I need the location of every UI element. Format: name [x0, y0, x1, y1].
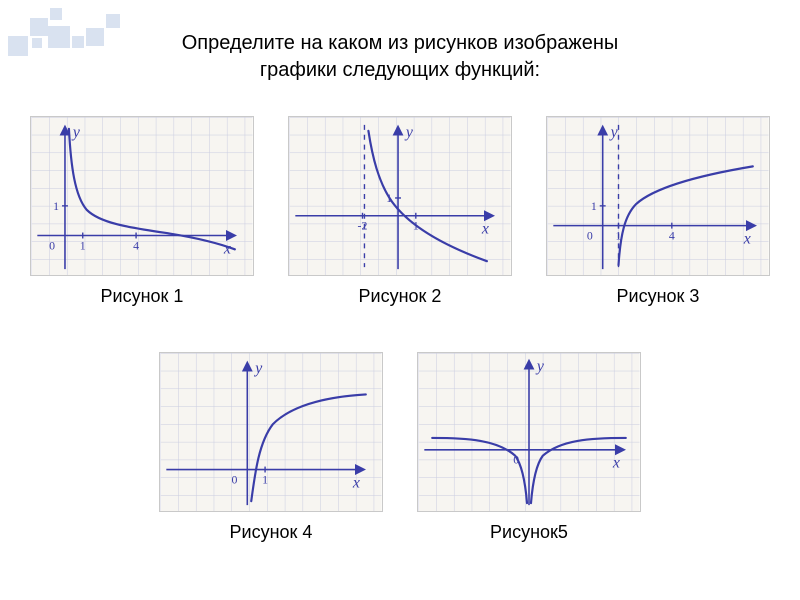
chart-3: yx0141 [546, 116, 770, 276]
svg-text:4: 4 [133, 238, 139, 252]
svg-text:y: y [535, 358, 545, 375]
panel-3: yx0141 Рисунок 3 [546, 116, 770, 307]
caption-5: Рисунок5 [417, 522, 641, 543]
svg-text:x: x [223, 240, 231, 257]
caption-1: Рисунок 1 [30, 286, 254, 307]
panel-2: yx-211 Рисунок 2 [288, 116, 512, 307]
svg-text:y: y [71, 124, 81, 141]
row-2: y x 0 1 Рисунок 4 y x 0 Рисунок5 [0, 352, 800, 543]
svg-text:1: 1 [53, 199, 59, 213]
caption-4: Рисунок 4 [159, 522, 383, 543]
caption-2: Рисунок 2 [288, 286, 512, 307]
svg-text:x: x [743, 230, 751, 247]
chart-1: y x 0 1 4 1 [30, 116, 254, 276]
svg-text:y: y [253, 360, 263, 377]
svg-text:x: x [352, 474, 360, 491]
chart-4: y x 0 1 [159, 352, 383, 512]
corner-decor [8, 8, 138, 60]
chart-2: yx-211 [288, 116, 512, 276]
svg-text:1: 1 [80, 238, 86, 252]
svg-text:0: 0 [232, 472, 238, 486]
svg-text:-2: -2 [358, 219, 368, 233]
svg-text:4: 4 [669, 228, 675, 242]
chart-5: yx0 [417, 352, 641, 512]
svg-text:1: 1 [591, 199, 597, 213]
svg-text:x: x [481, 221, 489, 238]
svg-text:1: 1 [262, 472, 268, 486]
panel-4: y x 0 1 Рисунок 4 [159, 352, 383, 543]
title-line-2: графики следующих функций: [0, 57, 800, 84]
svg-text:0: 0 [49, 238, 55, 252]
svg-text:y: y [609, 124, 619, 141]
row-1: y x 0 1 4 1 Рисунок 1 y x -2 1 1 Рисунок 2 y x 0 1 4 1… [0, 116, 800, 307]
svg-text:0: 0 [587, 228, 593, 242]
svg-text:x: x [612, 455, 620, 472]
panel-5: yx0 Рисунок5 [417, 352, 641, 543]
caption-3: Рисунок 3 [546, 286, 770, 307]
svg-text:y: y [404, 124, 414, 141]
panel-1: y x 0 1 4 1 Рисунок 1 [30, 116, 254, 307]
